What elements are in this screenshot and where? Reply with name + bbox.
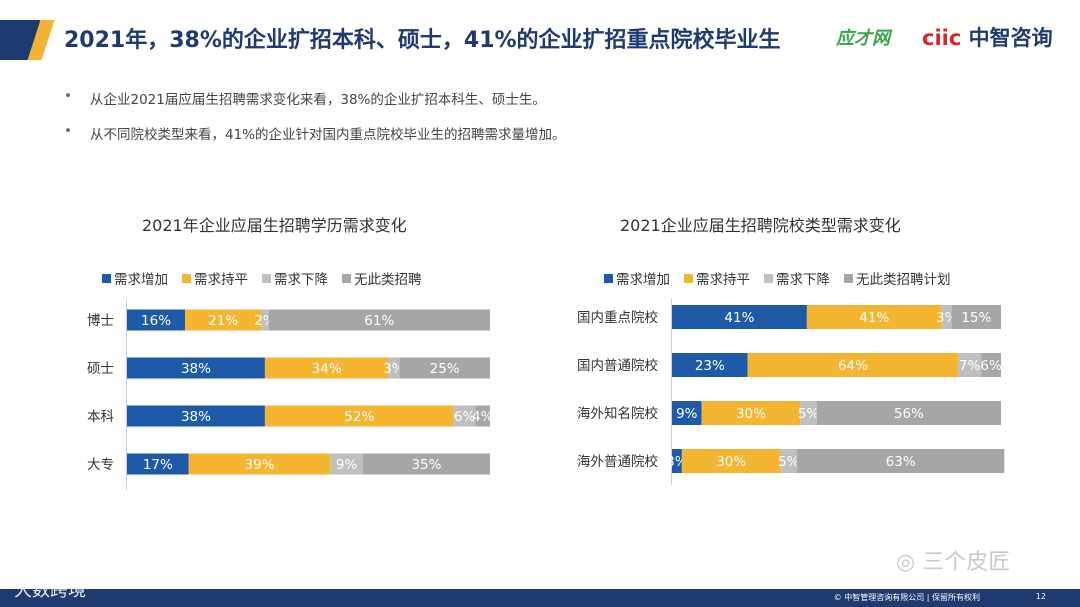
- bar-segment-3: [941, 305, 952, 329]
- wechat-watermark: ◎ 三个皮匠: [896, 550, 1011, 575]
- data-label: 38%: [181, 361, 211, 377]
- legend-item-decrease: 需求下降: [262, 268, 328, 288]
- category-label: 国内普通院校: [577, 357, 658, 374]
- data-label: 64%: [838, 358, 868, 374]
- footer-copyright: © 中智管理咨询有限公司 | 保留所有权利: [833, 593, 980, 602]
- brand-logo-ciic: ciic 中智咨询: [922, 22, 1053, 52]
- data-label: 52%: [344, 409, 374, 425]
- bar-segment-2: [806, 305, 942, 329]
- legend-item-increase: 需求增加: [102, 268, 168, 288]
- bar-segment-4: [797, 449, 1005, 473]
- bar-segment-3: [388, 357, 400, 379]
- brand-logo-yingcai: 应才网: [836, 28, 890, 49]
- bar-segment-1: [127, 453, 189, 475]
- logo-text: 中智咨询: [968, 26, 1053, 50]
- bar-segment-3: [330, 453, 363, 475]
- bar-segment-1: [127, 405, 265, 427]
- data-label: 30%: [736, 406, 766, 422]
- data-label: 5%: [778, 454, 800, 470]
- chart-2-title: 2021企业应届生招聘院校类型需求变化: [620, 216, 901, 235]
- page-title: 2021年，38%的企业扩招本科、硕士，41%的企业扩招重点院校毕业生: [64, 28, 781, 53]
- wechat-icon: ◎: [896, 550, 916, 575]
- data-label: 35%: [411, 457, 441, 473]
- bullet-item: 从企业2021届应届生招聘需求变化来看，38%的企业扩招本科生、硕士生。: [64, 88, 566, 108]
- data-label: 21%: [208, 313, 238, 329]
- category-label: 国内重点院校: [577, 309, 658, 326]
- legend-item-none: 无此类招聘计划: [844, 268, 951, 288]
- data-label: 41%: [724, 310, 754, 326]
- data-label: 41%: [859, 310, 889, 326]
- data-label: 39%: [244, 457, 274, 473]
- category-label: 博士: [87, 312, 114, 329]
- data-label: 15%: [961, 310, 991, 326]
- data-label: 61%: [364, 313, 394, 329]
- summary-bullets: 从企业2021届应届生招聘需求变化来看，38%的企业扩招本科生、硕士生。 从不同…: [64, 88, 566, 158]
- bar-segment-1: [127, 357, 265, 379]
- bar-segment-2: [264, 357, 389, 379]
- data-label: 30%: [716, 454, 746, 470]
- bar-segment-2: [681, 449, 781, 473]
- chart-1-title: 2021年企业应届生招聘学历需求变化: [142, 216, 407, 235]
- data-label: 23%: [695, 358, 725, 374]
- data-label: 4%: [472, 409, 494, 425]
- bar-segment-4: [475, 405, 490, 427]
- data-label: 7%: [959, 358, 981, 374]
- bar-segment-4: [951, 305, 1001, 329]
- bar-segment-3: [261, 309, 269, 331]
- legend-item-decrease: 需求下降: [764, 268, 830, 288]
- bar-segment-1: [672, 305, 807, 329]
- bar-segment-3: [800, 401, 817, 425]
- bar-segment-4: [981, 353, 1001, 377]
- bar-segment-2: [188, 453, 331, 475]
- legend-item-flat: 需求持平: [182, 268, 248, 288]
- category-label: 本科: [87, 409, 114, 425]
- data-label: 6%: [980, 358, 1002, 374]
- footer-bar: © 中智管理咨询有限公司 | 保留所有权利 12: [0, 589, 1080, 607]
- data-label: 25%: [430, 361, 460, 377]
- data-label: 56%: [894, 406, 924, 422]
- bar-segment-1: [672, 449, 682, 473]
- bar-segment-4: [268, 309, 490, 331]
- data-label: 63%: [886, 454, 916, 470]
- bar-segment-2: [701, 401, 801, 425]
- bar-segment-2: [747, 353, 959, 377]
- title-accent-bar: [0, 20, 62, 60]
- chart-2-legend: 需求增加 需求持平 需求下降 无此类招聘计划: [604, 268, 951, 288]
- data-label: 6%: [454, 409, 476, 425]
- bar-segment-3: [958, 353, 982, 377]
- bullet-item: 从不同院校类型来看，41%的企业针对国内重点院校毕业生的招聘需求量增加。: [64, 123, 566, 143]
- bar-segment-1: [672, 353, 748, 377]
- category-label: 海外普通院校: [577, 453, 658, 470]
- legend-item-none: 无此类招聘: [342, 268, 422, 288]
- bar-segment-1: [672, 401, 702, 425]
- bar-segment-4: [362, 453, 490, 475]
- bar-segment-2: [264, 405, 454, 427]
- data-label: 9%: [676, 406, 698, 422]
- data-label: 5%: [798, 406, 820, 422]
- data-label: 9%: [336, 457, 358, 473]
- category-label: 硕士: [87, 361, 114, 377]
- category-label: 海外知名院校: [577, 405, 658, 422]
- bar-segment-1: [127, 309, 186, 331]
- data-label: 38%: [181, 409, 211, 425]
- bar-segment-4: [399, 357, 490, 379]
- bar-segment-3: [453, 405, 476, 427]
- page-number: 12: [1035, 592, 1046, 601]
- category-label: 大专: [87, 457, 114, 473]
- legend-item-increase: 需求增加: [604, 268, 670, 288]
- legend-item-flat: 需求持平: [684, 268, 750, 288]
- bar-segment-2: [185, 309, 262, 331]
- bar-segment-3: [780, 449, 798, 473]
- chart-1-legend: 需求增加 需求持平 需求下降 无此类招聘: [102, 268, 422, 288]
- data-label: 16%: [141, 313, 171, 329]
- data-label: 17%: [143, 457, 173, 473]
- logo-mark: ciic: [922, 26, 962, 50]
- data-label: 34%: [312, 361, 342, 377]
- bottom-watermark: 大数跨境: [14, 580, 86, 601]
- bar-segment-4: [816, 401, 1001, 425]
